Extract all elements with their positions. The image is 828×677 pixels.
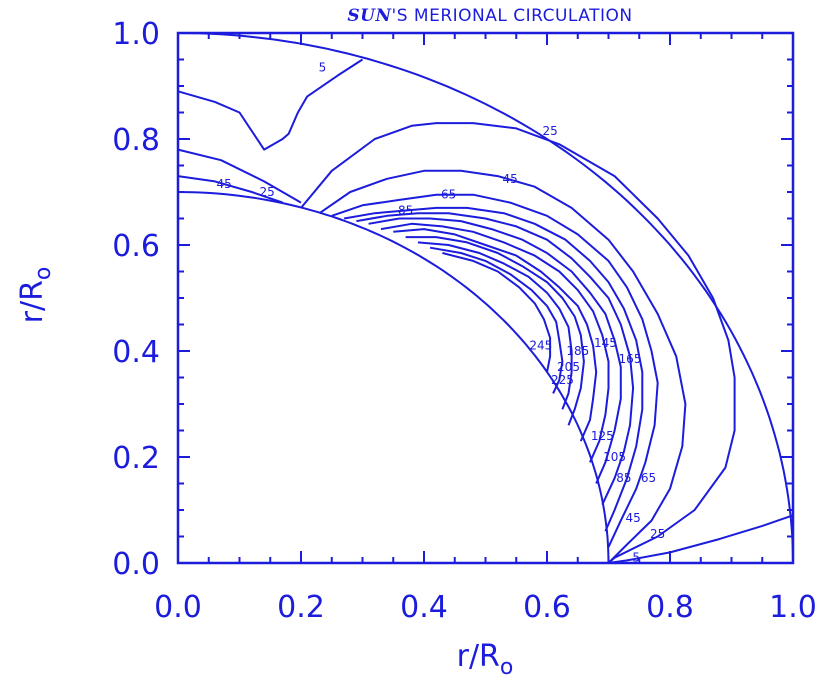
contour-label-85-15: 85 [616, 471, 631, 485]
y-tick-label-5: 1.0 [112, 17, 160, 52]
contour-label-185-9: 185 [566, 344, 589, 358]
contour-label-165-8: 165 [619, 352, 642, 366]
contour-label-45-2: 45 [502, 172, 517, 186]
contour-label-105-14: 105 [603, 450, 626, 464]
y-tick-label-0: 0.0 [112, 547, 160, 582]
x-tick-label-0: 0.0 [154, 590, 202, 625]
contour-25-segment-0 [177, 148, 302, 204]
y-axis-title: r/Ro [15, 267, 56, 324]
axis-ticks [177, 32, 794, 564]
contour-label-225-11: 225 [551, 373, 574, 387]
x-axis-title: r/Ro [457, 639, 514, 677]
chart-title: SUN'S MERIONAL CIRCULATION [347, 6, 632, 26]
contour-label-25-18: 25 [650, 527, 665, 541]
contour-label-65-3: 65 [441, 188, 456, 202]
plot-frame [176, 31, 795, 565]
contour-label-45-5: 45 [216, 177, 231, 191]
chart-title-rest: 'S MERIONAL CIRCULATION [392, 6, 633, 26]
contour-25-segment-1 [300, 122, 736, 564]
outer-boundary-arc [177, 32, 794, 564]
y-axis-title-sub: o [31, 267, 56, 280]
contour-225-segment-0 [429, 246, 564, 394]
x-tick-label-5: 1.0 [769, 590, 817, 625]
contour-label-5-0: 5 [319, 60, 327, 74]
contour-65-segment-0 [331, 193, 659, 548]
y-tick-label-1: 0.2 [112, 441, 160, 476]
contour-105-segment-0 [356, 212, 635, 506]
contour-205-segment-0 [417, 241, 573, 410]
contour-label-145-7: 145 [594, 336, 617, 350]
contour-245-segment-0 [442, 252, 552, 373]
contour-145-segment-0 [380, 222, 610, 463]
contour-label-25-1: 25 [542, 124, 557, 138]
contour-label-25-6: 25 [260, 185, 275, 199]
contour-85-segment-0 [343, 206, 644, 532]
x-axis-title-main: r/R [457, 639, 500, 674]
x-tick-label-3: 0.6 [523, 590, 571, 625]
contour-label-125-13: 125 [591, 429, 614, 443]
contour-5-segment-1 [608, 514, 794, 564]
contour-label-85-4: 85 [398, 204, 413, 218]
boundary-arcs [177, 32, 794, 564]
x-tick-label-2: 0.4 [400, 590, 448, 625]
contour-label-205-10: 205 [557, 360, 580, 374]
contour-label-245-12: 245 [529, 339, 552, 353]
contour-5-segment-0 [177, 58, 364, 151]
x-tick-label-4: 0.8 [646, 590, 694, 625]
inner-boundary-arc [177, 191, 610, 564]
chart-title-italic: SUN [347, 6, 392, 26]
x-tick-label-1: 0.2 [277, 590, 325, 625]
contour-lines [177, 58, 794, 564]
contour-45-segment-0 [177, 175, 283, 204]
contour-185-segment-0 [405, 236, 585, 426]
x-axis-title-sub: o [500, 655, 513, 677]
contour-45-segment-1 [318, 169, 687, 564]
contour-label-5-19: 5 [632, 551, 640, 565]
y-tick-label-2: 0.4 [112, 335, 160, 370]
y-tick-label-3: 0.6 [112, 229, 160, 264]
y-tick-label-4: 0.8 [112, 123, 160, 158]
contour-165-segment-0 [393, 228, 598, 442]
y-tick-labels: 0.0 0.2 0.4 0.6 0.8 1.0 [112, 17, 160, 582]
y-axis-title-main: r/R [15, 280, 50, 323]
contour-label-65-16: 65 [641, 471, 656, 485]
x-tick-labels: 0.0 0.2 0.4 0.6 0.8 1.0 [154, 590, 817, 625]
contour-label-45-17: 45 [625, 511, 640, 525]
contour-125-segment-0 [368, 217, 622, 484]
